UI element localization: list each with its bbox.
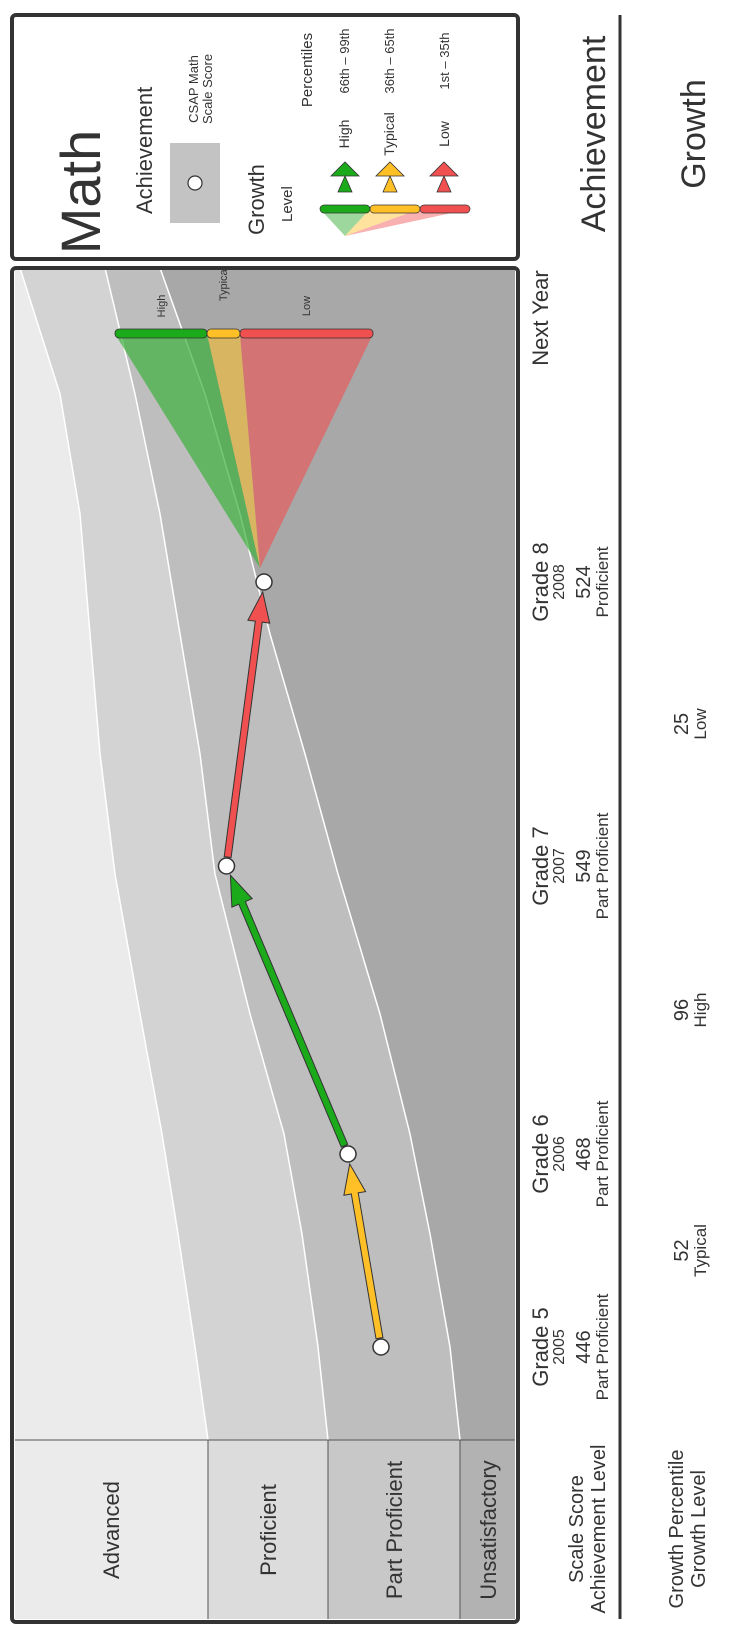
row-label-growth-percentile: Growth Percentile xyxy=(666,1450,688,1609)
legend-range-high: 66th – 99th xyxy=(337,28,352,93)
scale-score-value: 446 xyxy=(573,1330,595,1363)
level-label-proficient: Proficient xyxy=(256,1484,281,1576)
score-points xyxy=(217,573,390,1356)
grade-label: Next Year xyxy=(528,270,553,365)
growth-arrow-low xyxy=(223,590,271,859)
legend-panel: Math Achievement CSAP Math Scale Score G… xyxy=(10,13,520,261)
growth-arrow-high xyxy=(229,873,349,1148)
growth-arrows xyxy=(223,590,384,1340)
legend-range-typical: 36th – 65th xyxy=(382,28,397,93)
row-label-growth-level: Growth Level xyxy=(688,1470,710,1588)
projection-label-low: Low xyxy=(301,296,313,316)
legend-arrow-typical-icon xyxy=(375,161,405,193)
score-point xyxy=(255,573,273,591)
grade-label: Grade 6 xyxy=(528,1114,553,1194)
grade-label: Grade 8 xyxy=(528,542,553,622)
legend-growth-heading: Growth xyxy=(244,164,269,235)
legend-range-low: 1st – 35th xyxy=(437,32,452,89)
projection-label-typical: Typical xyxy=(218,267,230,301)
level-label-part-proficient: Part Proficient xyxy=(382,1461,407,1599)
legend-arrow-low-icon xyxy=(429,161,459,193)
projection-bar-high xyxy=(114,328,208,339)
year-label: 2007 xyxy=(551,848,568,884)
projection-cone: High Typical Low xyxy=(114,267,374,568)
band-unsatisfactory xyxy=(160,268,515,1440)
grade-label: Grade 5 xyxy=(528,1307,553,1387)
legend-bar-low xyxy=(419,204,471,214)
growth-level-value: High xyxy=(691,993,710,1028)
row-label-achievement-level: Achievement Level xyxy=(588,1445,610,1614)
achievement-level-value: Part Proficient xyxy=(593,1293,612,1400)
achievement-level-value: Proficient xyxy=(593,546,612,617)
year-label: 2008 xyxy=(551,564,568,600)
growth-arrow-typical xyxy=(343,1162,384,1340)
year-label: 2006 xyxy=(551,1136,568,1172)
legend-level-typical: Typical xyxy=(381,112,397,156)
growth-level-value: Typical xyxy=(691,1224,710,1277)
scale-score-value: 549 xyxy=(573,849,595,882)
subject-title: Math xyxy=(49,130,112,255)
legend-score-caption-1: CSAP Math xyxy=(186,55,201,123)
grade-label: Grade 7 xyxy=(528,826,553,906)
legend-arrow-high-icon xyxy=(330,161,360,193)
level-label-advanced: Advanced xyxy=(99,1481,124,1579)
score-point xyxy=(372,1338,390,1356)
legend-level-heading: Level xyxy=(279,186,296,222)
achievement-level-value: Part Proficient xyxy=(593,1100,612,1207)
section-label-growth: Growth xyxy=(675,79,713,189)
scale-score-value: 468 xyxy=(573,1137,595,1170)
achievement-level-value: Part Proficient xyxy=(593,812,612,919)
growth-percentile-value: 96 xyxy=(671,999,693,1021)
legend-level-high: High xyxy=(336,120,352,149)
growth-percentile-value: 25 xyxy=(671,713,693,735)
score-point xyxy=(217,857,236,875)
legend-score-point-icon xyxy=(187,175,203,191)
main-panel: Advanced Proficient Part Proficient Unsa… xyxy=(10,266,520,1624)
legend-achievement-heading: Achievement xyxy=(132,87,157,214)
score-point xyxy=(339,1145,357,1163)
legend-bar-high xyxy=(319,204,371,214)
legend-percentiles-heading: Percentiles xyxy=(299,33,316,107)
legend-level-low: Low xyxy=(436,120,452,147)
level-label-unsatisfactory: Unsatisfactory xyxy=(476,1460,501,1599)
growth-percentile-value: 52 xyxy=(671,1239,693,1261)
projection-bar-typical xyxy=(206,328,241,339)
legend-bar-typical xyxy=(369,204,421,214)
year-label: 2005 xyxy=(551,1329,568,1365)
row-label-scale-score: Scale Score xyxy=(566,1475,588,1583)
scale-score-value: 524 xyxy=(573,565,595,598)
projection-label-high: High xyxy=(156,295,168,318)
legend-score-caption-2: Scale Score xyxy=(200,54,215,124)
growth-level-value: Low xyxy=(691,708,710,740)
section-label-achievement: Achievement xyxy=(575,35,613,232)
projection-bar-low xyxy=(239,328,374,339)
